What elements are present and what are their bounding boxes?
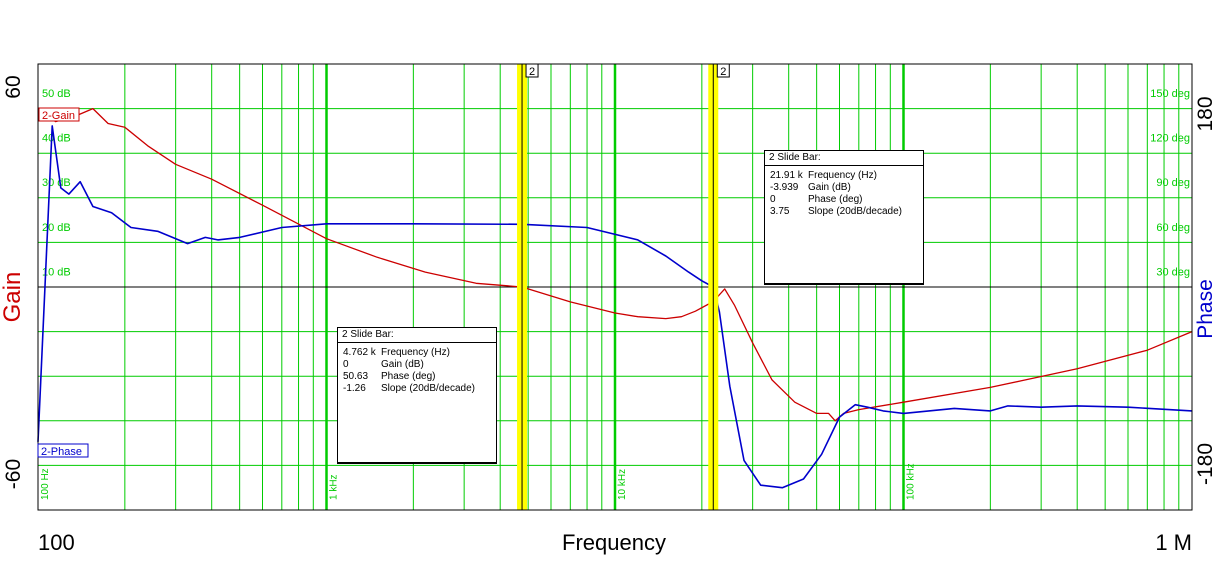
readout-row: -1.26 Slope (20dB/decade) <box>341 383 477 395</box>
slide-bar-readout-box[interactable]: 2 Slide Bar: 21.91 k Frequency (Hz) -3.93… <box>764 150 924 285</box>
gain-tick-label: 20 dB <box>42 222 71 234</box>
readout-label: Frequency (Hz) <box>808 170 877 181</box>
phase-axis-label: Phase <box>1194 279 1217 339</box>
readout-value: 0 <box>343 359 349 370</box>
x-axis-min: 100 <box>38 530 75 555</box>
gain-axis-max: 60 <box>2 75 25 98</box>
readout-value: 4.762 k <box>343 347 376 358</box>
phase-tick-label: 120 deg <box>1150 133 1190 145</box>
legend-gain-box <box>38 107 80 122</box>
readout-label: Phase (deg) <box>381 371 436 382</box>
readout-value: 50.63 <box>343 371 369 382</box>
legend: 2-Gain 2-Phase <box>37 107 89 458</box>
legend-phase-box <box>37 443 89 458</box>
readout-row: 0 Gain (dB) <box>341 359 477 371</box>
readout-row: 4.762 k Frequency (Hz) <box>341 347 477 359</box>
readout-value: 21.91 k <box>770 170 803 181</box>
slide-bar-header: 2 Slide Bar: <box>338 328 496 343</box>
phase-tick-label: 30 deg <box>1156 266 1190 278</box>
readout-label: Gain (dB) <box>381 359 424 370</box>
legend-phase-label: 2-Phase <box>41 446 82 458</box>
readout-row: 21.91 k Frequency (Hz) <box>768 170 904 182</box>
phase-axis-min: -180 <box>1194 443 1217 485</box>
readout-value: 0 <box>770 194 776 205</box>
x-axis-max: 1 M <box>1155 530 1192 555</box>
legend-gain-label: 2-Gain <box>42 110 75 122</box>
readout-label: Slope (20dB/decade) <box>808 206 902 217</box>
slide-bar-header: 2 Slide Bar: <box>765 151 923 166</box>
x-axis-label: Frequency <box>562 530 666 555</box>
readout-row: 0 Phase (deg) <box>768 194 904 206</box>
phase-tick-label: 60 deg <box>1156 222 1190 234</box>
gain-tick-label: 30 dB <box>42 177 71 189</box>
phase-axis-max: 180 <box>1194 96 1217 131</box>
gain-axis-min: -60 <box>2 459 25 489</box>
series-line-2-phase <box>37 125 1193 489</box>
slide-bar-marker-label: 2 <box>529 66 535 78</box>
gain-tick-label: 40 dB <box>42 133 71 145</box>
frequency-decade-label: 100 kHz <box>906 463 917 500</box>
readout-label: Frequency (Hz) <box>381 347 450 358</box>
frequency-decade-label: 1 kHz <box>329 474 340 500</box>
slide-bar-readout-table: 21.91 k Frequency (Hz) -3.939 Gain (dB) 0 P… <box>768 170 904 218</box>
readout-label: Gain (dB) <box>808 182 851 193</box>
plot-frame <box>37 63 1193 511</box>
frequency-decade-label: 10 kHz <box>617 469 628 500</box>
tick-labels: 50 dB 40 dB 30 dB 20 dB 10 dB 150 deg 120 deg 9… <box>40 88 1190 500</box>
gain-tick-label: 10 dB <box>42 266 71 278</box>
readout-label: Phase (deg) <box>808 194 863 205</box>
readout-value: 3.75 <box>770 206 790 217</box>
readout-value: -1.26 <box>343 383 366 394</box>
readout-row: 3.75 Slope (20dB/decade) <box>768 206 904 218</box>
gain-axis-label: Gain <box>0 272 26 323</box>
readout-label: Slope (20dB/decade) <box>381 383 475 394</box>
phase-tick-label: 150 deg <box>1150 88 1190 100</box>
readout-value: -3.939 <box>770 182 799 193</box>
slide-bar-readout-table: 4.762 k Frequency (Hz) 0 Gain (dB) 50.63 Ph… <box>341 347 477 395</box>
readout-row: -3.939 Gain (dB) <box>768 182 904 194</box>
slide-bar-marker-label: 2 <box>720 66 726 78</box>
slide-bar-readout-box[interactable]: 2 Slide Bar: 4.762 k Frequency (Hz) 0 Gain… <box>337 327 497 464</box>
phase-tick-label: 90 deg <box>1156 177 1190 189</box>
frequency-decade-label: 100 Hz <box>40 468 51 500</box>
readout-row: 50.63 Phase (deg) <box>341 371 477 383</box>
axis-labels: 60 -60 Gain 180 -180 Phase 100 1 M Frequency <box>0 75 1217 555</box>
series-layer <box>37 107 1193 489</box>
gain-tick-label: 50 dB <box>42 88 71 100</box>
